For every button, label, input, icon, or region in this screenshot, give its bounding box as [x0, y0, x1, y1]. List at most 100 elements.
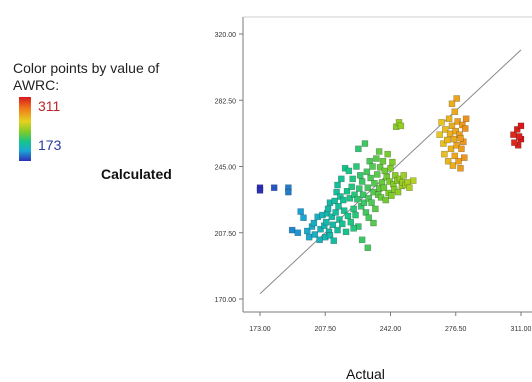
color-scale-bar	[19, 97, 31, 161]
data-point	[288, 226, 296, 234]
data-point	[374, 171, 381, 178]
data-point	[381, 167, 389, 175]
data-point	[458, 145, 465, 153]
x-axis-label: Actual	[346, 366, 385, 382]
data-point	[461, 154, 468, 161]
data-point	[371, 180, 378, 187]
y-tick-label: 170.00	[215, 297, 237, 304]
legend-title: Color points by value of AWRC:	[13, 60, 160, 93]
data-point	[358, 236, 366, 244]
data-point	[359, 191, 367, 199]
data-point	[326, 232, 334, 239]
y-tick-label: 282.50	[215, 98, 237, 105]
data-point	[384, 150, 391, 158]
data-point	[310, 219, 318, 227]
x-tick-label: 276.50	[445, 326, 467, 333]
data-point	[348, 183, 355, 191]
data-point	[451, 108, 459, 115]
data-point	[354, 195, 361, 203]
data-point	[346, 195, 354, 202]
data-point	[380, 184, 388, 191]
data-point	[368, 199, 375, 206]
data-point	[370, 219, 377, 227]
data-point	[305, 233, 313, 241]
data-point	[457, 134, 464, 142]
data-point	[382, 196, 390, 204]
y-axis-label: Calculated	[101, 166, 172, 182]
data-point	[445, 115, 453, 123]
data-point	[352, 211, 359, 219]
data-point	[461, 125, 469, 132]
data-point	[440, 140, 447, 147]
data-point	[347, 218, 355, 226]
data-point	[372, 205, 379, 213]
data-point	[444, 157, 452, 165]
data-point	[442, 126, 449, 133]
data-point	[350, 205, 357, 213]
data-point	[397, 122, 405, 130]
data-point	[375, 148, 383, 155]
data-point	[455, 157, 462, 165]
data-point	[339, 220, 346, 228]
data-point	[358, 178, 366, 185]
data-point	[454, 118, 461, 125]
data-point	[409, 177, 417, 184]
data-point	[394, 188, 402, 196]
data-point	[364, 244, 372, 252]
data-point	[256, 187, 264, 194]
data-point	[356, 185, 363, 192]
data-point	[334, 181, 341, 189]
data-point	[457, 165, 464, 172]
x-tick-label: 207.50	[315, 326, 337, 333]
data-point	[361, 140, 369, 147]
data-point	[317, 225, 324, 233]
data-point	[376, 164, 384, 171]
data-point	[400, 172, 407, 179]
data-point	[349, 175, 356, 183]
data-point	[330, 237, 338, 244]
data-point	[353, 163, 360, 170]
data-point	[447, 145, 455, 153]
data-point	[316, 236, 323, 244]
data-point	[451, 152, 459, 160]
data-point	[438, 119, 445, 126]
data-point	[285, 188, 292, 196]
legend-max-label: 311	[38, 98, 61, 114]
y-tick-label: 320.00	[215, 32, 237, 39]
data-point	[511, 139, 518, 146]
data-point	[448, 100, 456, 108]
data-point	[343, 187, 351, 195]
data-point	[436, 131, 443, 138]
data-point	[515, 133, 523, 140]
data-point	[453, 95, 460, 102]
x-tick-label: 311.00	[511, 326, 532, 333]
data-point	[328, 213, 336, 221]
data-point	[324, 205, 332, 213]
data-point	[356, 172, 364, 179]
data-point	[513, 126, 521, 133]
data-point	[363, 168, 371, 176]
data-point	[300, 214, 307, 221]
data-point	[449, 162, 457, 169]
data-point	[452, 127, 459, 135]
data-point	[339, 196, 347, 204]
data-point	[322, 218, 330, 226]
data-point	[340, 207, 348, 214]
x-tick-label: 173.00	[249, 326, 271, 333]
data-point	[367, 174, 374, 182]
data-point	[338, 175, 345, 183]
data-point	[450, 135, 458, 143]
legend-min-label: 173	[38, 137, 62, 153]
reference-line	[259, 49, 522, 295]
data-point	[448, 122, 456, 130]
data-point	[389, 158, 396, 166]
data-point	[406, 184, 413, 191]
data-point	[345, 167, 353, 175]
data-point	[270, 184, 278, 191]
data-point	[441, 150, 448, 158]
data-point	[329, 221, 337, 229]
data-point	[360, 199, 368, 206]
data-point	[311, 231, 319, 238]
data-point	[364, 184, 372, 191]
